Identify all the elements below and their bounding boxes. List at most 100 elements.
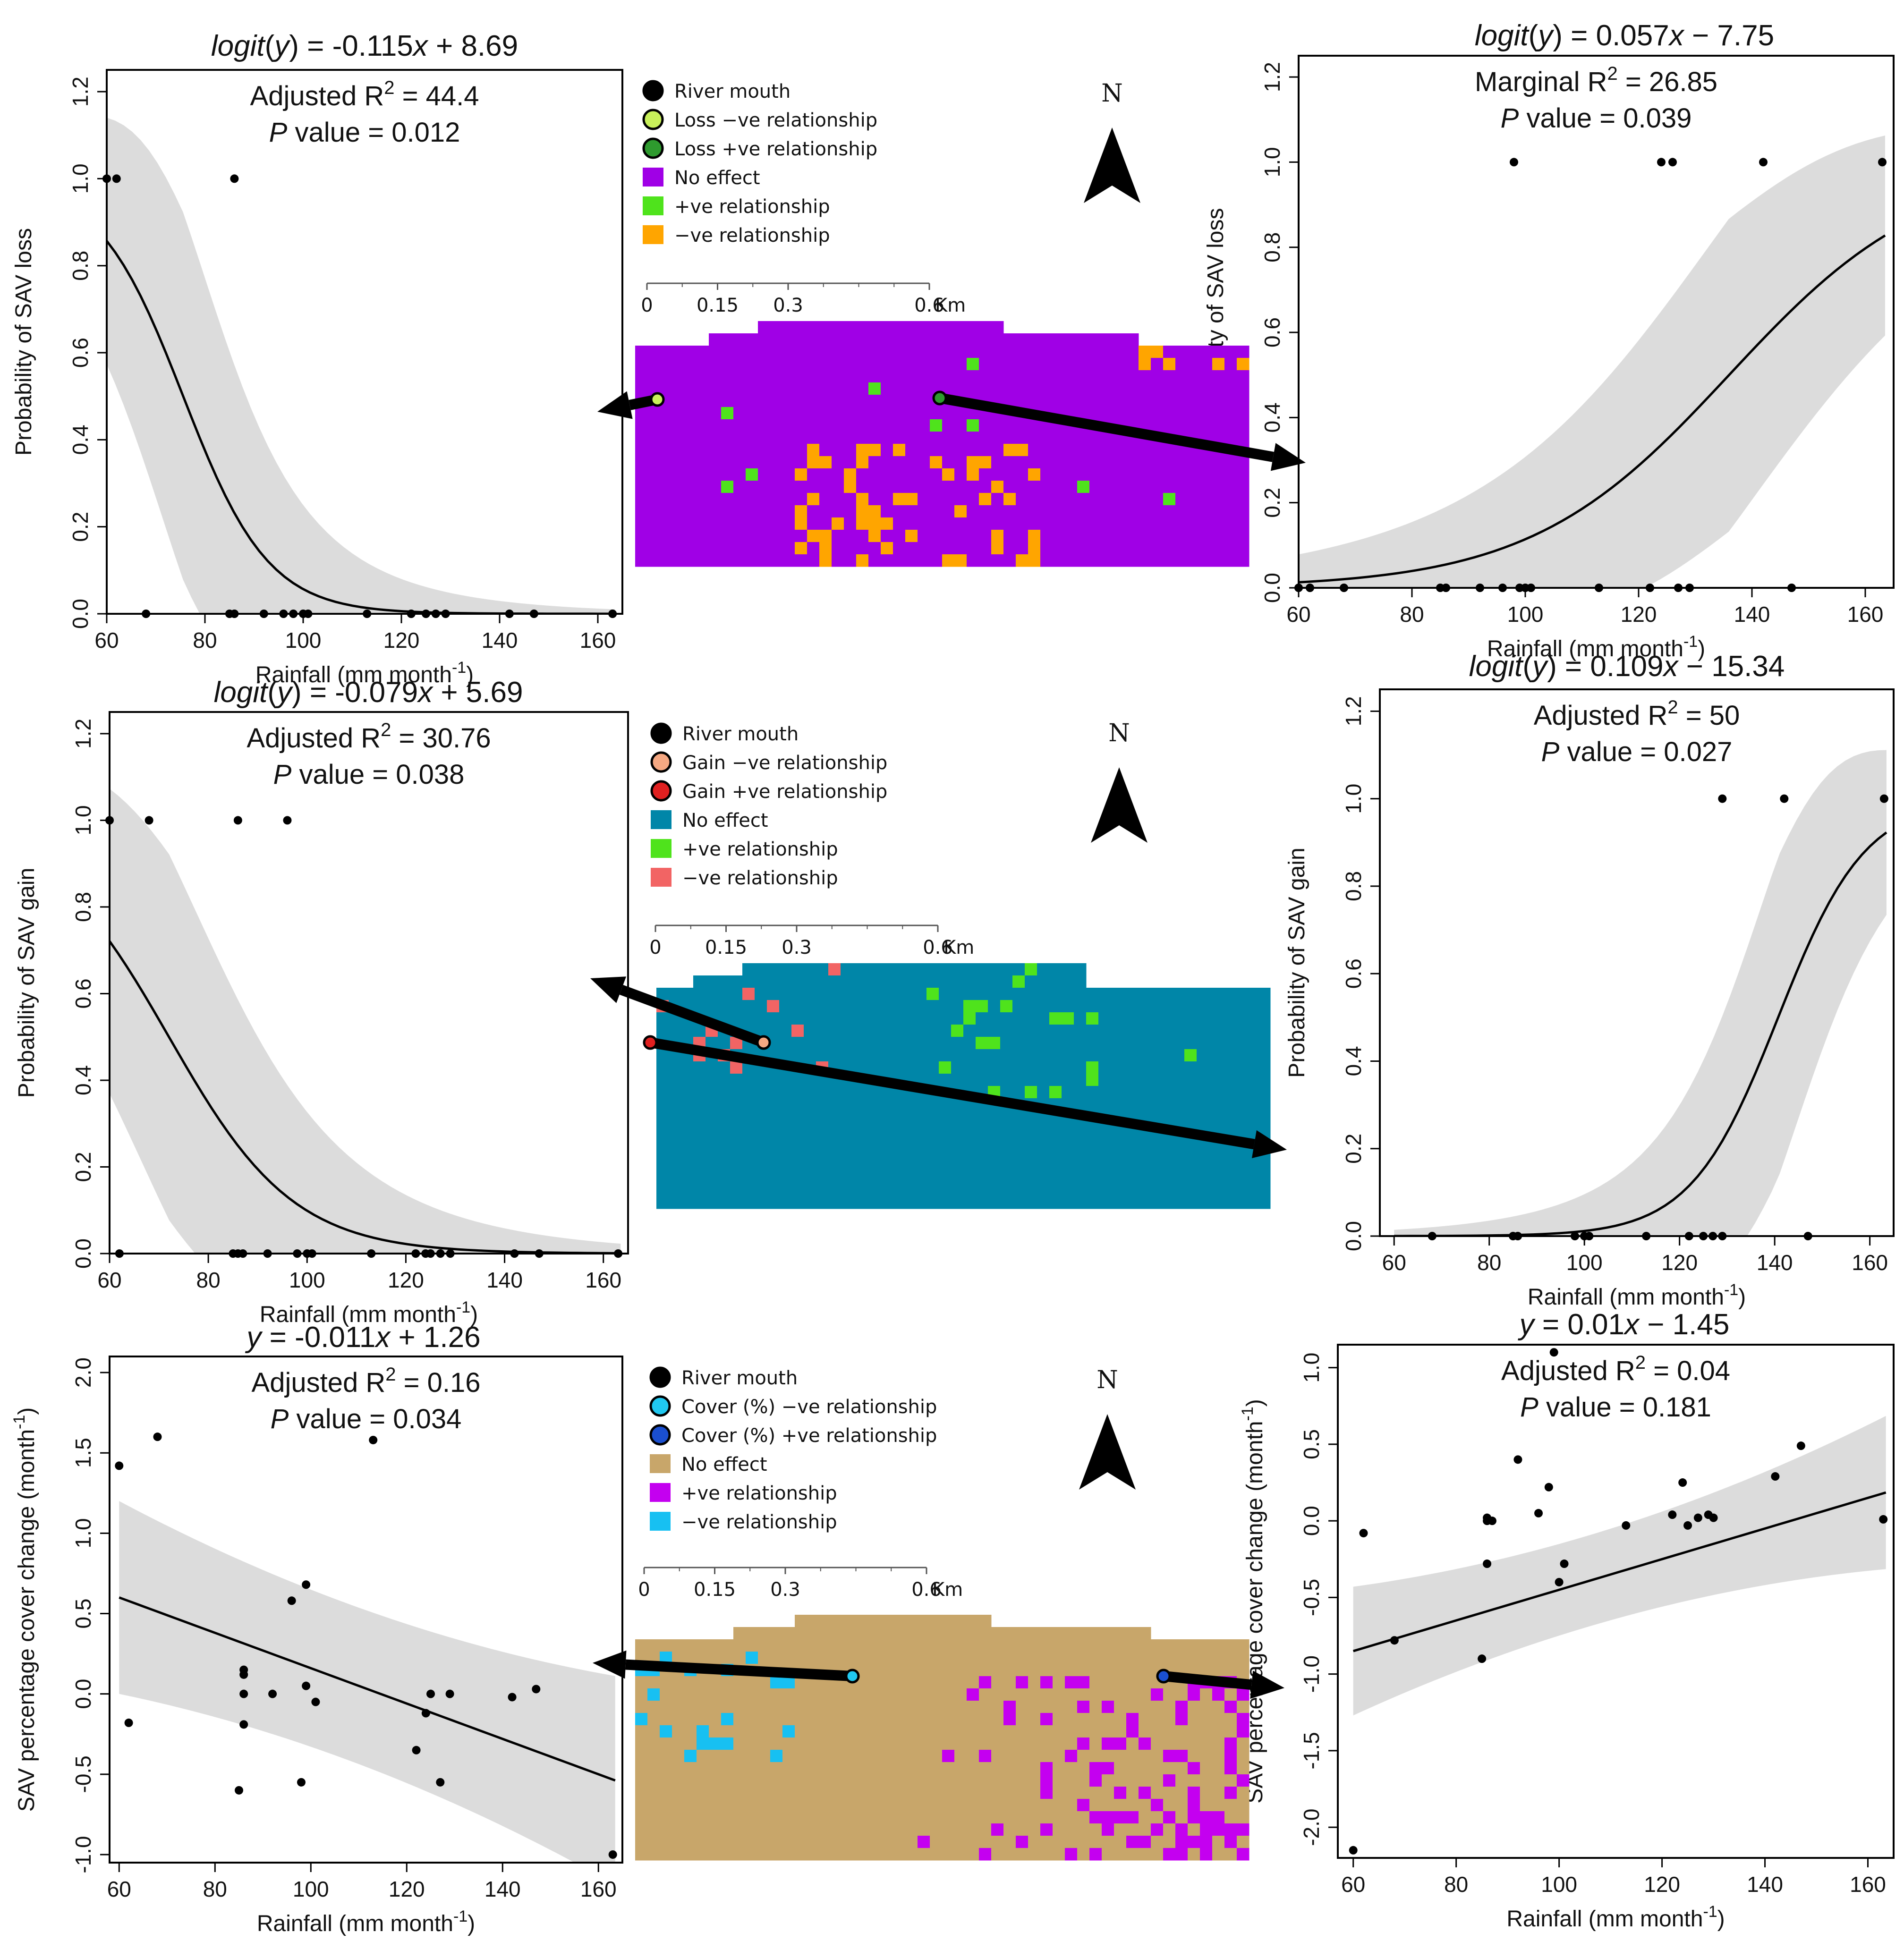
- m2-raster-cell: [951, 1172, 964, 1185]
- m1-raster-cell: [1175, 468, 1188, 481]
- m2-raster-cell: [1209, 1172, 1222, 1185]
- m2-raster-cell: [706, 1000, 718, 1013]
- m3-raster-cell: [1212, 1664, 1225, 1677]
- m3-raster-cell: [1053, 1811, 1065, 1824]
- m1-raster-cell: [770, 358, 783, 371]
- m3-raster-cell: [1040, 1652, 1053, 1664]
- m2-raster-cell: [1197, 1086, 1209, 1099]
- m1-raster-cell: [954, 419, 967, 432]
- m1-raster-cell: [967, 432, 979, 444]
- m1-raster-cell: [930, 456, 943, 469]
- m2-raster-cell: [939, 963, 952, 976]
- m3-raster-cell: [1139, 1639, 1151, 1652]
- m2-raster-cell: [1062, 975, 1074, 988]
- p4-y-tick-label: 0.4: [1341, 1046, 1366, 1076]
- m2-raster-cell: [914, 1000, 927, 1013]
- m1-raster-cell: [1163, 407, 1176, 420]
- m3-raster-cell: [856, 1688, 869, 1701]
- m3-raster-cell: [647, 1713, 660, 1726]
- m2-right-site-marker: [643, 1035, 658, 1050]
- m2-raster-cell: [1025, 1135, 1037, 1148]
- m3-raster-cell: [1089, 1787, 1102, 1799]
- m3-raster-cell: [868, 1688, 881, 1701]
- p5-data-point: [445, 1689, 454, 1698]
- m2-raster-cell: [1062, 963, 1074, 976]
- m1-raster-cell: [1053, 382, 1065, 395]
- m2-raster-cell: [730, 1110, 743, 1123]
- m1-raster-cell: [795, 358, 808, 371]
- p2-x-axis-label: Rainfall (mm month-1): [1487, 633, 1705, 661]
- m3-raster-cell: [979, 1615, 992, 1627]
- m1-raster-cell: [660, 542, 672, 555]
- m1-raster-cell: [819, 530, 832, 542]
- m2-raster-cell: [902, 1025, 915, 1037]
- m2-raster-cell: [718, 1000, 731, 1013]
- m3-raster-cell: [1102, 1762, 1114, 1775]
- m2-raster-cell: [1062, 1196, 1074, 1209]
- m2-raster-cell: [841, 1086, 853, 1099]
- m3-raster-cell: [1003, 1750, 1016, 1763]
- m1-raster-cell: [1089, 370, 1102, 383]
- m3-raster-cell: [930, 1848, 943, 1861]
- m1-raster-cell: [1224, 395, 1237, 407]
- m1-raster-cell: [709, 468, 722, 481]
- m2-raster-cell: [951, 1012, 964, 1025]
- m3-raster-cell: [1224, 1738, 1237, 1750]
- m1-raster-cell: [647, 542, 660, 555]
- m3-raster-cell: [1126, 1652, 1139, 1664]
- m2-raster-cell: [693, 1123, 706, 1136]
- p2-data-point: [1759, 158, 1768, 167]
- m1-raster-cell: [1003, 493, 1016, 506]
- m3-raster-cell: [647, 1701, 660, 1713]
- m2-raster-cell: [791, 1049, 804, 1062]
- m3-raster-cell: [1224, 1774, 1237, 1787]
- m3-raster-cell: [672, 1811, 685, 1824]
- m1-raster-cell: [1151, 444, 1164, 457]
- m3-raster-cell: [1065, 1787, 1078, 1799]
- m2-raster-cell: [914, 1184, 927, 1197]
- m3-raster-cell: [918, 1799, 930, 1812]
- p4-data-point: [1879, 794, 1888, 803]
- m3-raster-cell: [1212, 1823, 1225, 1836]
- m1-raster-cell: [635, 432, 648, 444]
- m1-raster-cell: [881, 432, 893, 444]
- m1-raster-cell: [1175, 407, 1188, 420]
- m2-raster-cell: [926, 1184, 939, 1197]
- m2-raster-cell: [1037, 1025, 1050, 1037]
- m2-raster-cell: [804, 1012, 816, 1025]
- m3-raster-cell: [758, 1738, 771, 1750]
- m3-raster-cell: [1151, 1688, 1164, 1701]
- m3-raster-cell: [893, 1799, 906, 1812]
- m2-raster-cell: [1246, 1172, 1258, 1185]
- m3-raster-cell: [918, 1848, 930, 1861]
- m2-raster-map: [656, 963, 1271, 1209]
- m2-raster-cell: [939, 1012, 952, 1025]
- m3-raster-cell: [697, 1774, 709, 1787]
- m3-raster-cell: [647, 1688, 660, 1701]
- m3-raster-cell: [991, 1762, 1004, 1775]
- m3-raster-cell: [782, 1713, 795, 1726]
- m3-raster-cell: [672, 1762, 685, 1775]
- m3-raster-cell: [991, 1750, 1004, 1763]
- m2-raster-cell: [841, 1000, 853, 1013]
- p1-panel: 60 80 100 120 140 1600.00.20.40.60.81.01.2Rai…: [11, 30, 623, 687]
- m3-raster-cell: [1200, 1799, 1213, 1812]
- m3-raster-cell: [954, 1762, 967, 1775]
- m2-raster-cell: [1148, 1000, 1160, 1013]
- m1-raster-cell: [905, 395, 918, 407]
- m3-raster-cell: [1139, 1774, 1151, 1787]
- m2-raster-cell: [1025, 1037, 1037, 1050]
- m1-raster-cell: [1151, 346, 1164, 358]
- m3-raster-cell: [856, 1750, 869, 1763]
- m1-raster-cell: [635, 468, 648, 481]
- m2-raster-cell: [816, 1147, 829, 1160]
- m3-raster-cell: [721, 1762, 734, 1775]
- m2-raster-cell: [1111, 1098, 1123, 1111]
- m2-raster-cell: [816, 1049, 829, 1062]
- m1-raster-cell: [844, 493, 857, 506]
- m2-raster-cell: [1086, 1049, 1099, 1062]
- m3-raster-cell: [758, 1836, 771, 1848]
- m1-raster-cell: [1188, 517, 1200, 530]
- m3-raster-cell: [918, 1774, 930, 1787]
- m2-raster-cell: [1000, 1172, 1013, 1185]
